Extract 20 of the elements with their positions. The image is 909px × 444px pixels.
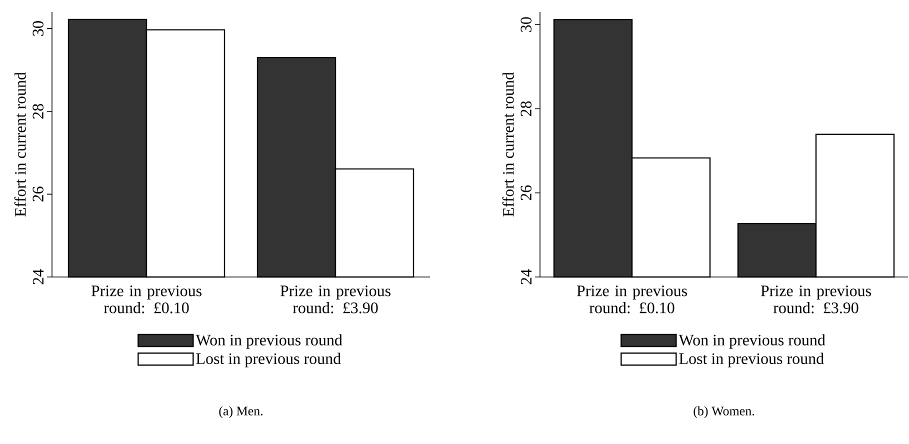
x-tick-label: Prize in previous round: £0.10 [91, 286, 202, 314]
y-tick-label: 30 [520, 17, 532, 32]
x-tick-label: Prize in previous round: £3.90 [280, 286, 390, 314]
y-tick-label: 24 [520, 269, 532, 284]
y-tick-label: 24 [32, 269, 44, 284]
y-tick-label: 26 [32, 186, 44, 202]
text: (a) Men. [219, 406, 263, 418]
y-tick-label: 26 [520, 185, 532, 200]
y-tick-label: 30 [32, 21, 44, 36]
x-tick-label: Prize in previous round: £3.90 [760, 286, 871, 314]
legend-label: Lost in previous round [679, 352, 824, 368]
text: (b) Women. [694, 406, 754, 418]
legend-label: Won in previous round [196, 334, 342, 349]
y-tick-label: 28 [520, 101, 532, 116]
y-axis-title: Effort in current round [14, 72, 26, 217]
y-axis-title: Effort in current round [502, 72, 514, 217]
legend-label: Lost in previous round [196, 352, 341, 368]
x-tick-label: Prize in previous round: £0.10 [576, 286, 687, 314]
y-tick-label: 28 [32, 104, 44, 119]
legend-label: Won in previous round [678, 334, 826, 349]
